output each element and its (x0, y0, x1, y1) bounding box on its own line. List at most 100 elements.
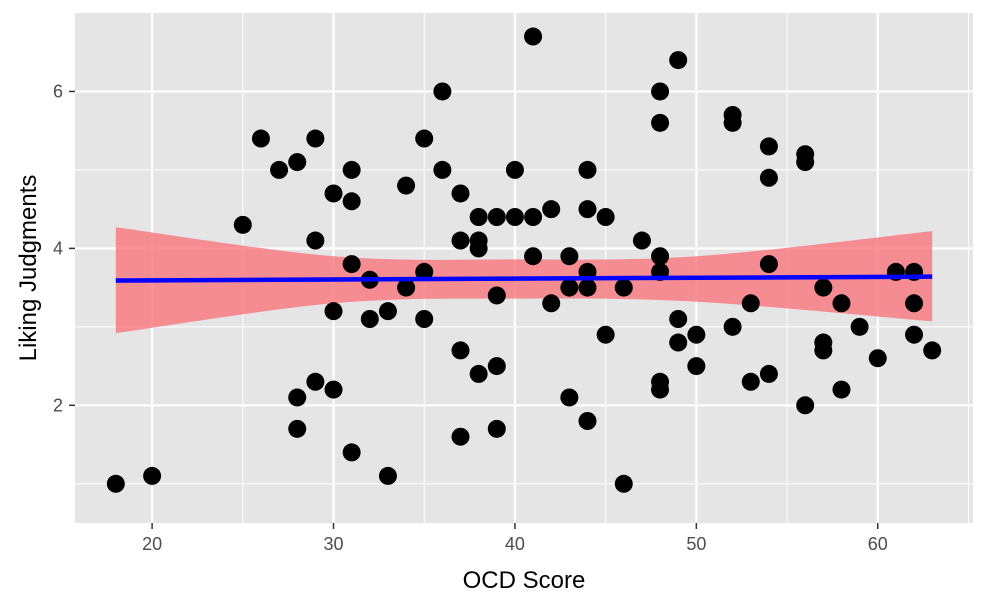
data-point (451, 231, 470, 250)
data-point (505, 208, 524, 226)
data-point (487, 286, 506, 305)
data-point (288, 388, 307, 407)
data-point (342, 443, 361, 462)
data-point (451, 341, 470, 360)
x-tick-label: 30 (323, 534, 343, 554)
data-point (524, 27, 543, 46)
data-point (397, 278, 416, 297)
data-point (560, 247, 579, 266)
data-point (378, 302, 397, 321)
data-point (651, 82, 670, 101)
data-point (832, 380, 851, 399)
data-point (233, 215, 252, 234)
data-point (143, 466, 162, 485)
data-point (415, 262, 434, 281)
y-tick-label: 2 (53, 395, 63, 415)
x-tick-label: 40 (505, 534, 525, 554)
x-tick-label: 50 (686, 534, 706, 554)
data-point (324, 380, 343, 399)
data-point (524, 208, 543, 226)
data-point (651, 380, 670, 399)
data-point (923, 341, 942, 360)
data-point (342, 255, 361, 274)
data-point (288, 153, 307, 172)
data-point (596, 325, 615, 344)
data-point (433, 160, 452, 179)
data-point (542, 200, 561, 219)
data-point (360, 310, 379, 328)
data-point (632, 231, 651, 250)
data-point (651, 247, 670, 266)
data-point (560, 388, 579, 407)
data-point (306, 129, 325, 148)
data-point (542, 294, 561, 313)
data-point (814, 278, 833, 297)
data-point (741, 372, 760, 391)
data-point (487, 357, 506, 376)
y-tick-label: 6 (53, 81, 63, 101)
data-point (487, 208, 506, 226)
y-tick-label: 4 (53, 238, 63, 258)
points-layer (106, 27, 942, 493)
data-point (578, 278, 597, 297)
data-point (669, 333, 688, 352)
x-axis-title: OCD Score (463, 567, 586, 594)
x-tick-label: 20 (142, 534, 162, 554)
data-point (905, 325, 924, 344)
data-point (469, 239, 488, 258)
data-point (905, 294, 924, 313)
data-point (596, 208, 615, 226)
data-point (578, 160, 597, 179)
data-point (578, 412, 597, 430)
data-point (723, 113, 742, 132)
y-axis-title: Liking Judgments (15, 175, 42, 362)
data-point (288, 419, 307, 438)
data-point (741, 294, 760, 313)
data-point (251, 129, 270, 148)
data-point (378, 466, 397, 485)
data-point (451, 184, 470, 203)
data-point (850, 317, 869, 336)
data-point (832, 294, 851, 313)
data-point (651, 113, 670, 132)
data-point (759, 137, 778, 156)
data-point (814, 341, 833, 360)
data-point (106, 474, 125, 493)
regression-line (115, 274, 933, 283)
data-point (669, 51, 688, 70)
data-point (469, 208, 488, 226)
data-point (342, 160, 361, 179)
data-point (759, 168, 778, 187)
fit-line-layer (115, 274, 933, 283)
data-point (578, 200, 597, 219)
data-point (759, 364, 778, 383)
data-point (687, 357, 706, 376)
data-point (306, 372, 325, 391)
axis-layer: 20 30 40 50 60 2 4 6 (53, 81, 888, 554)
data-point (469, 364, 488, 383)
data-point (723, 317, 742, 336)
data-point (415, 129, 434, 148)
data-point (451, 427, 470, 446)
data-point (524, 247, 543, 266)
data-point (796, 396, 815, 415)
data-point (342, 192, 361, 211)
data-point (415, 310, 434, 328)
data-point (614, 278, 633, 297)
data-point (324, 184, 343, 203)
data-point (505, 160, 524, 179)
data-point (868, 349, 887, 368)
data-point (669, 310, 688, 328)
data-point (614, 474, 633, 493)
x-tick-label: 60 (868, 534, 888, 554)
data-point (433, 82, 452, 101)
data-point (560, 278, 579, 297)
data-point (759, 255, 778, 274)
data-point (796, 153, 815, 172)
data-point (397, 176, 416, 195)
data-point (270, 160, 289, 179)
data-point (687, 325, 706, 344)
minor-grid (75, 13, 973, 523)
data-point (324, 302, 343, 321)
